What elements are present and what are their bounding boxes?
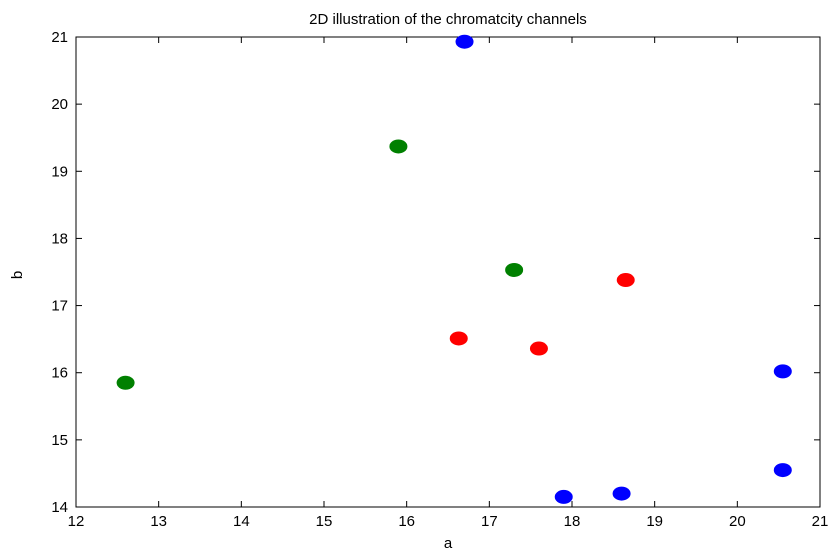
y-tick-label: 15 xyxy=(51,432,68,449)
x-tick-label: 20 xyxy=(729,513,746,530)
x-tick-label: 19 xyxy=(646,513,663,530)
chart-title: 2D illustration of the chromatcity chann… xyxy=(309,11,587,28)
x-tick-label: 16 xyxy=(398,513,415,530)
data-point xyxy=(773,364,792,379)
y-tick-label: 16 xyxy=(51,365,68,382)
y-tick-label: 18 xyxy=(51,230,68,247)
y-axis-label: b xyxy=(9,271,26,279)
y-tick-label: 19 xyxy=(51,163,68,180)
data-point xyxy=(455,34,474,49)
plot-area: 12 13 14 15 16 17 18 19 20 21 14 15 16 17 18 19 20 21 xyxy=(51,29,828,530)
y-tick-label: 21 xyxy=(51,29,68,46)
axes-box xyxy=(75,36,821,508)
data-point xyxy=(116,375,135,390)
x-tick-label: 21 xyxy=(812,513,829,530)
x-tick-label: 14 xyxy=(233,513,250,530)
x-tick-label: 18 xyxy=(564,513,581,530)
data-point xyxy=(505,262,524,277)
x-axis-label: a xyxy=(444,535,453,552)
data-point xyxy=(612,486,631,501)
x-tick-label: 13 xyxy=(150,513,167,530)
x-tick-label: 12 xyxy=(68,513,85,530)
y-tick-label: 14 xyxy=(51,499,68,516)
data-point xyxy=(554,489,573,504)
x-tick-label: 17 xyxy=(481,513,498,530)
data-point xyxy=(389,139,408,154)
y-tick-label: 20 xyxy=(51,96,68,113)
data-point xyxy=(616,273,635,288)
data-point xyxy=(773,463,792,478)
data-point xyxy=(529,341,548,356)
y-tick-label: 17 xyxy=(51,298,68,315)
x-tick-label: 15 xyxy=(316,513,333,530)
data-point xyxy=(449,331,468,346)
